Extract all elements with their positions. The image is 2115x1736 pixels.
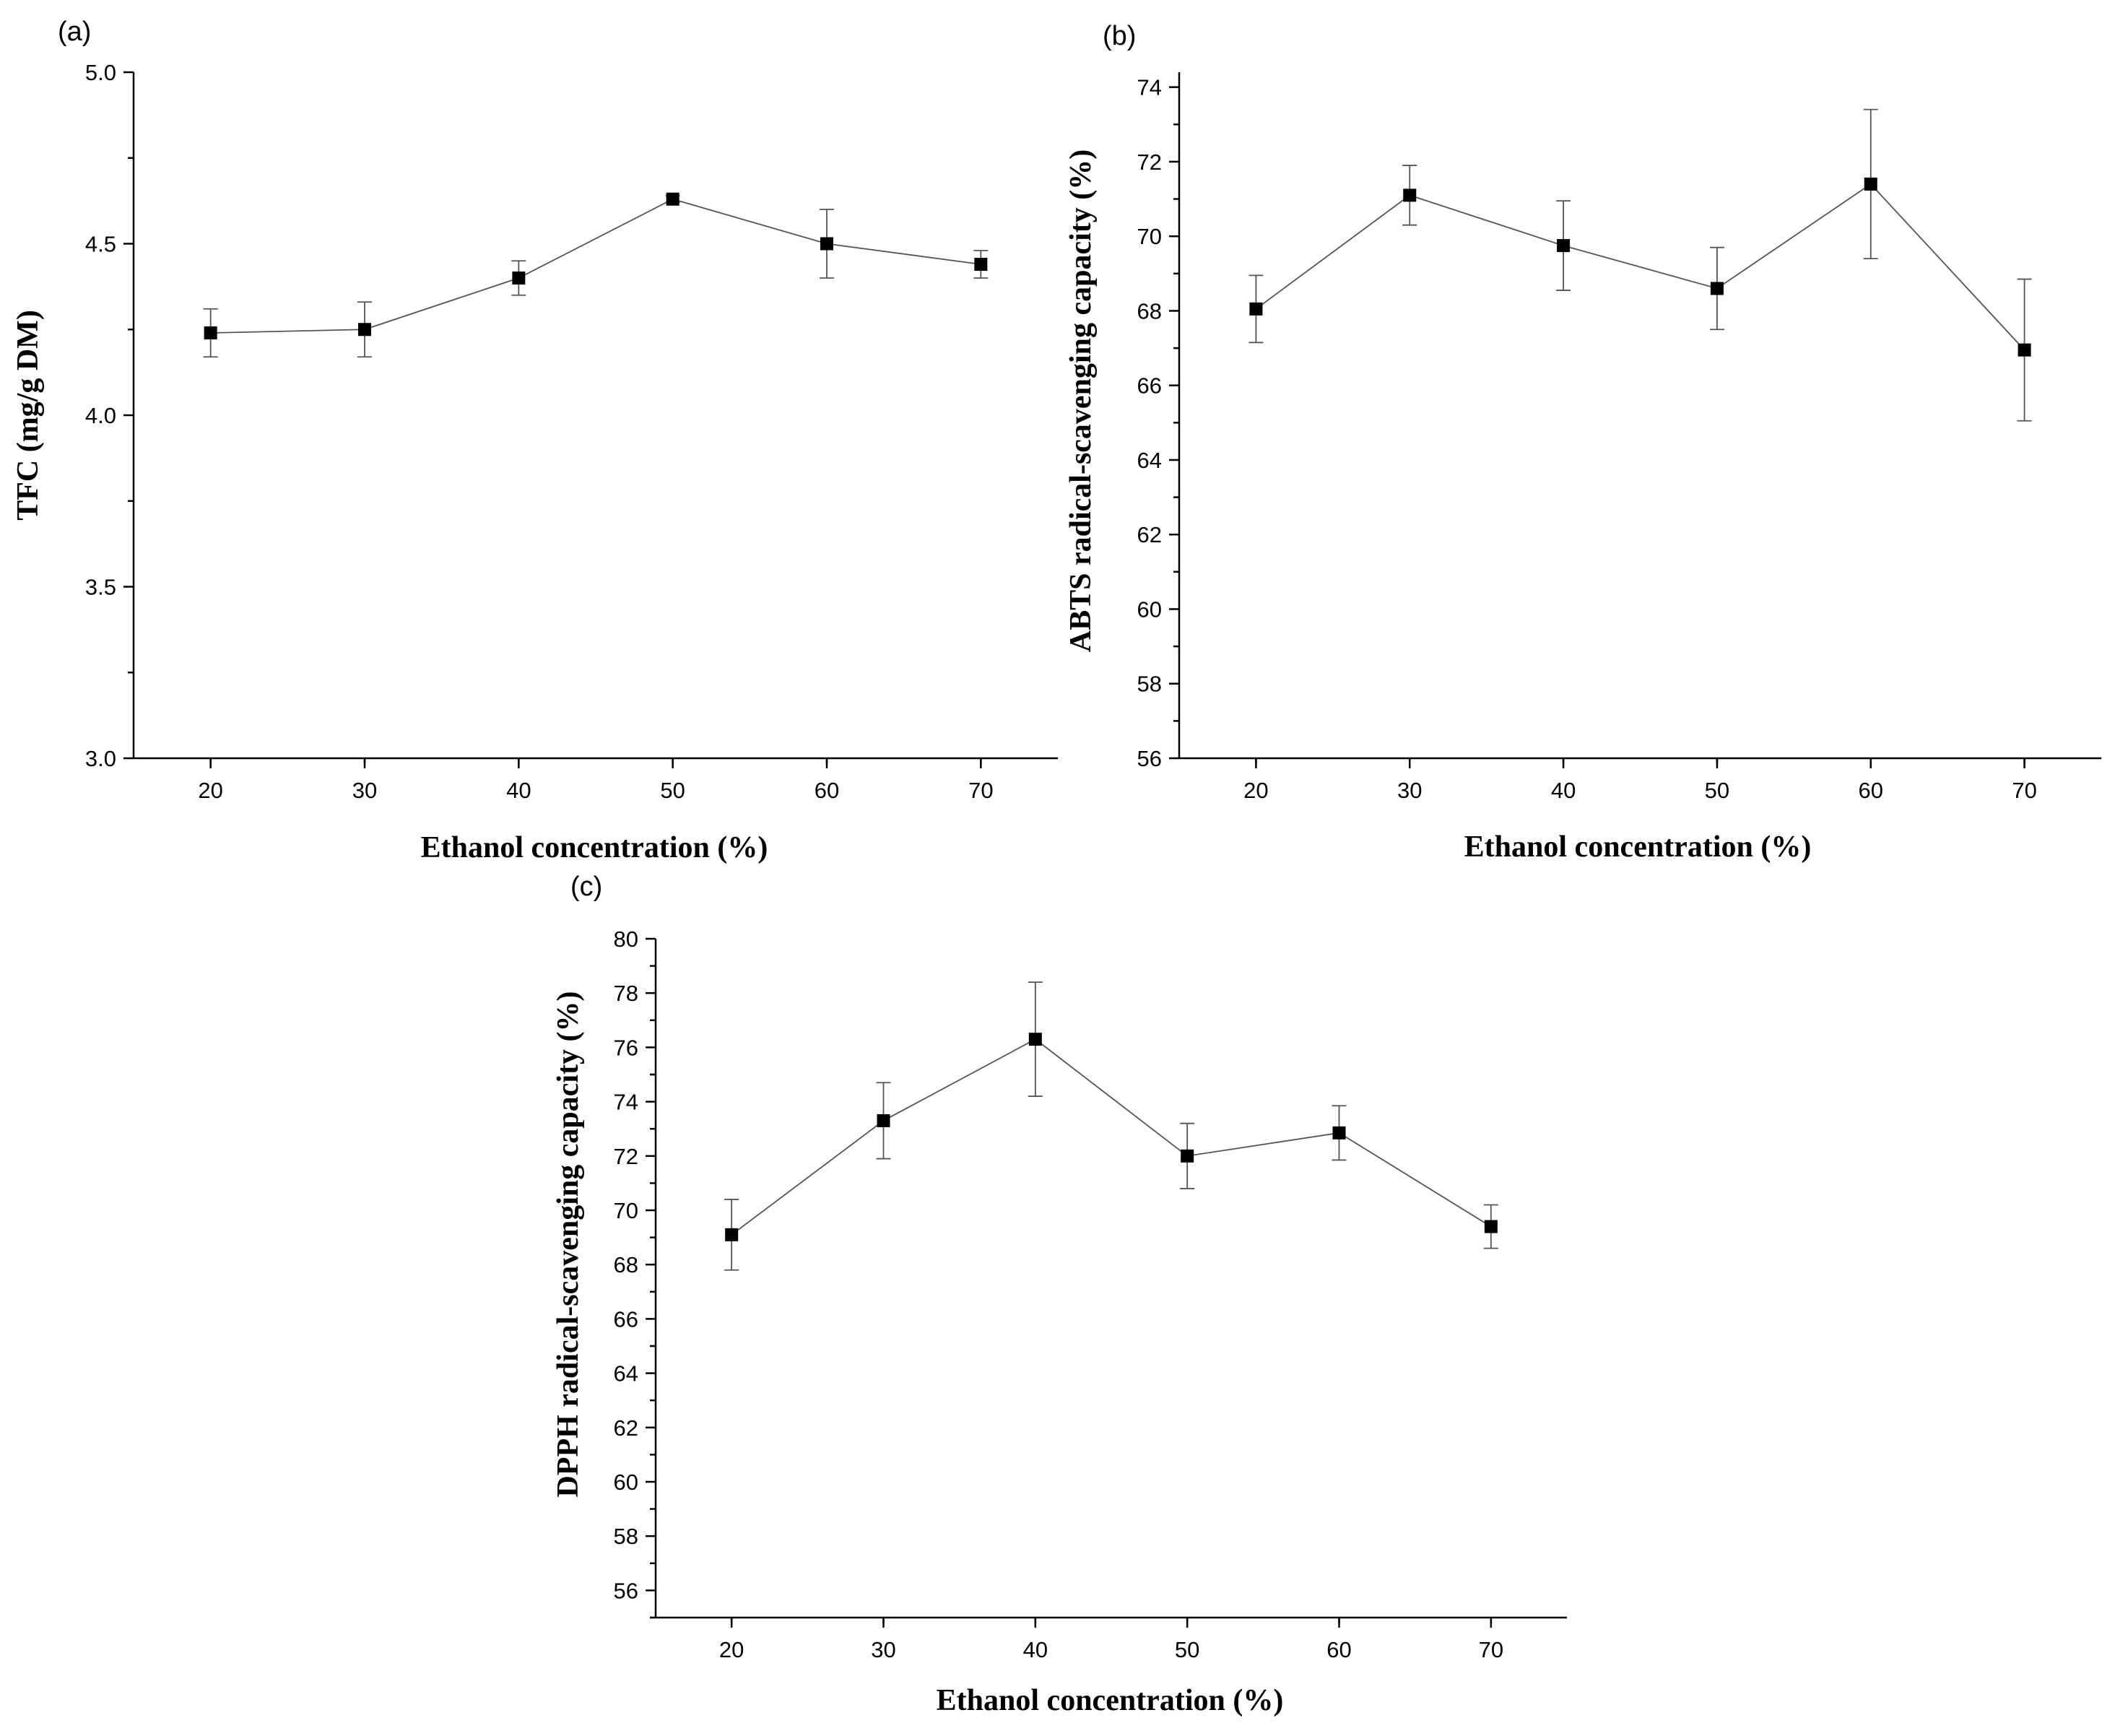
y-tick-label: 80 [614,926,638,952]
panel-label-b: (b) [1103,21,1136,51]
data-point [358,323,371,337]
x-tick-label: 30 [871,1637,895,1662]
data-point [2018,343,2031,357]
data-point [1710,282,1724,295]
data-point [666,192,679,206]
y-tick-label: 56 [614,1578,638,1603]
data-point [877,1114,890,1127]
y-tick-label: 3.5 [85,575,116,600]
y-tick-label: 64 [614,1361,638,1386]
x-axis-title-b: Ethanol concentration (%) [1464,830,1812,864]
x-tick-label: 30 [1397,778,1422,803]
y-tick-label: 56 [1137,746,1162,771]
panel-b: (b) ABTS radical-scavenging capacity (%)… [1064,21,2101,864]
data-point [1028,1033,1042,1046]
x-tick-label: 40 [1023,1637,1048,1662]
data-point [1864,177,1877,191]
x-tick-label: 20 [719,1637,744,1662]
y-tick-label: 66 [1137,373,1162,399]
y-tick-label: 60 [1137,596,1162,622]
y-tick-label: 4.5 [85,232,116,257]
data-point [1181,1149,1194,1163]
series-line [731,1038,1492,1236]
y-tick-label: 74 [1137,75,1162,100]
y-tick-label: 68 [1137,298,1162,324]
y-tick-label: 72 [614,1144,638,1169]
y-axis-title-b: ABTS radical-scavenging capacity (%) [1064,149,1098,652]
y-axis-title-a: TFC (mg/g DM) [12,310,45,521]
y-tick-label: 68 [614,1252,638,1277]
x-tick-label: 40 [1551,778,1576,803]
data-point [512,272,526,285]
y-tick-label: 74 [614,1090,638,1115]
y-tick-label: 78 [614,981,638,1006]
panel-label-c: (c) [570,872,602,902]
data-point [725,1228,739,1241]
x-axis-title-c: Ethanol concentration (%) [937,1684,1284,1717]
y-tick-label: 60 [614,1470,638,1495]
x-tick-label: 20 [1243,778,1268,803]
x-tick-label: 70 [2012,778,2036,803]
x-axis-title-a: Ethanol concentration (%) [421,831,768,864]
data-point [204,326,217,339]
series-line [1255,183,2025,351]
data-point [974,258,988,271]
x-tick-label: 50 [1175,1637,1199,1662]
y-tick-label: 5.0 [85,60,116,85]
x-tick-label: 70 [968,778,993,803]
y-tick-label: 58 [1137,672,1162,697]
panel-label-a: (a) [58,17,91,47]
data-point [1557,239,1571,253]
x-tick-label: 20 [198,778,222,803]
y-axis-title-c: DPPH radical-scavenging capacity (%) [552,991,585,1497]
x-tick-label: 70 [1479,1637,1503,1662]
data-point [1249,302,1263,316]
x-tick-label: 60 [815,778,839,803]
y-tick-label: 58 [614,1524,638,1549]
x-tick-label: 60 [1859,778,1883,803]
panel-a: (a) TFC (mg/g DM) Ethanol concentration … [12,17,1058,864]
series-line [210,198,981,334]
y-tick-label: 76 [614,1035,638,1060]
y-tick-label: 64 [1137,448,1162,473]
data-point [1332,1126,1346,1140]
data-point [1484,1220,1498,1233]
x-tick-label: 50 [1705,778,1729,803]
y-tick-label: 70 [1137,224,1162,249]
y-tick-label: 62 [1137,522,1162,547]
data-point [820,237,833,251]
x-tick-label: 60 [1326,1637,1351,1662]
y-tick-label: 70 [614,1198,638,1223]
x-tick-label: 50 [660,778,685,803]
x-tick-label: 40 [506,778,531,803]
y-tick-label: 66 [614,1306,638,1332]
y-tick-label: 4.0 [85,403,116,428]
y-tick-label: 3.0 [85,746,116,771]
data-point [1403,188,1417,202]
x-tick-label: 30 [352,778,377,803]
y-tick-label: 72 [1137,149,1162,175]
y-tick-label: 62 [614,1415,638,1441]
panel-c: (c) DPPH radical-scavenging capacity (%)… [552,872,1567,1717]
